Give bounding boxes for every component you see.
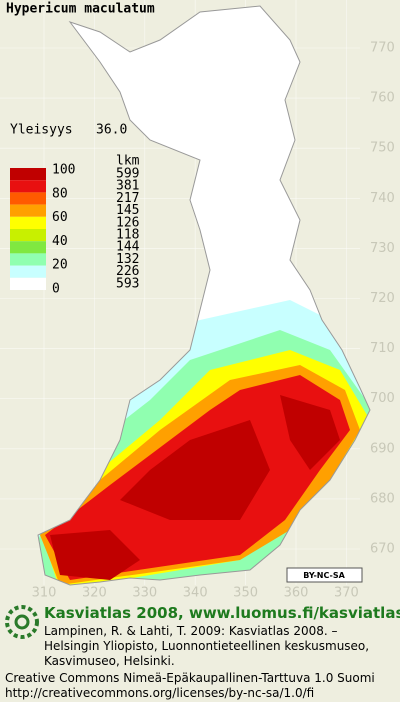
legend-swatch [10,241,46,254]
legend-swatch [10,277,46,290]
northing-label: 670 [370,542,395,557]
easting-label: 370 [334,586,359,601]
frequency-value: 36.0 [96,123,127,138]
legend-count: 144 [116,240,140,255]
northing-label: 680 [370,491,395,506]
citation-line: Kasvimuseo, Helsinki. [44,654,175,668]
northing-label: 740 [370,191,395,206]
legend-swatch [10,168,46,181]
easting-label: 340 [183,586,208,601]
legend-count: 118 [116,228,139,243]
legend-scale-label: 20 [52,258,68,273]
logo [5,605,39,639]
legend-scale-label: 60 [52,210,68,225]
legend-scale-label: 80 [52,186,68,201]
license-line: Creative Commons Nimeä-Epäkaupallinen-Ta… [5,671,375,685]
map-title: Hypericum maculatum [6,2,155,17]
distribution [38,6,370,585]
legend-scale-label: 100 [52,163,75,178]
license-badge-text: BY-NC-SA [303,571,345,580]
northing-label: 750 [370,141,395,156]
footer-heading: Kasviatlas 2008, www.luomus.fi/kasviatla… [44,604,400,622]
legend-count: 217 [116,191,139,206]
legend-count: 599 [116,167,139,182]
northing-label: 720 [370,291,395,306]
citation-line: Lampinen, R. & Lahti, T. 2009: Kasviatla… [44,624,338,638]
count-header: lkm [116,154,140,169]
license-line: http://creativecommons.org/licenses/by-n… [5,686,315,700]
northing-label: 760 [370,91,395,106]
easting-label: 330 [132,586,157,601]
easting-label: 310 [32,586,57,601]
legend-scale-label: 40 [52,234,68,249]
northing-label: 700 [370,391,395,406]
legend-count: 593 [116,276,139,291]
license-badge [286,567,363,583]
legend-count: 145 [116,203,139,218]
legend-swatch [10,180,46,193]
legend-count: 381 [116,179,139,194]
northing-label: 690 [370,441,395,456]
legend-count: 226 [116,264,139,279]
legend-count: 132 [116,252,139,267]
citation-line: Helsingin Yliopisto, Luonnontieteellinen… [44,639,370,653]
area-top [120,420,270,520]
legend-count: 126 [116,215,139,230]
area-top [280,395,340,470]
legend-swatch [10,204,46,217]
northing-label: 710 [370,341,395,356]
easting-label: 320 [82,586,107,601]
northing-label: 730 [370,241,395,256]
legend-swatch [10,192,46,205]
area-top [50,530,140,580]
legend-scale-label: 0 [52,282,60,297]
easting-label: 350 [233,586,258,601]
legend-swatch [10,253,46,266]
legend-swatch [10,229,46,242]
legend-swatch [10,265,46,278]
northing-label: 770 [370,41,395,56]
map: 770 760 750 740 730 720 710 700 690 680 670 310 320 3… [0,0,395,601]
easting-label: 360 [284,586,309,601]
legend-swatch [10,216,46,229]
frequency-label: Yleisyys [10,123,73,138]
country-border [37,5,371,586]
